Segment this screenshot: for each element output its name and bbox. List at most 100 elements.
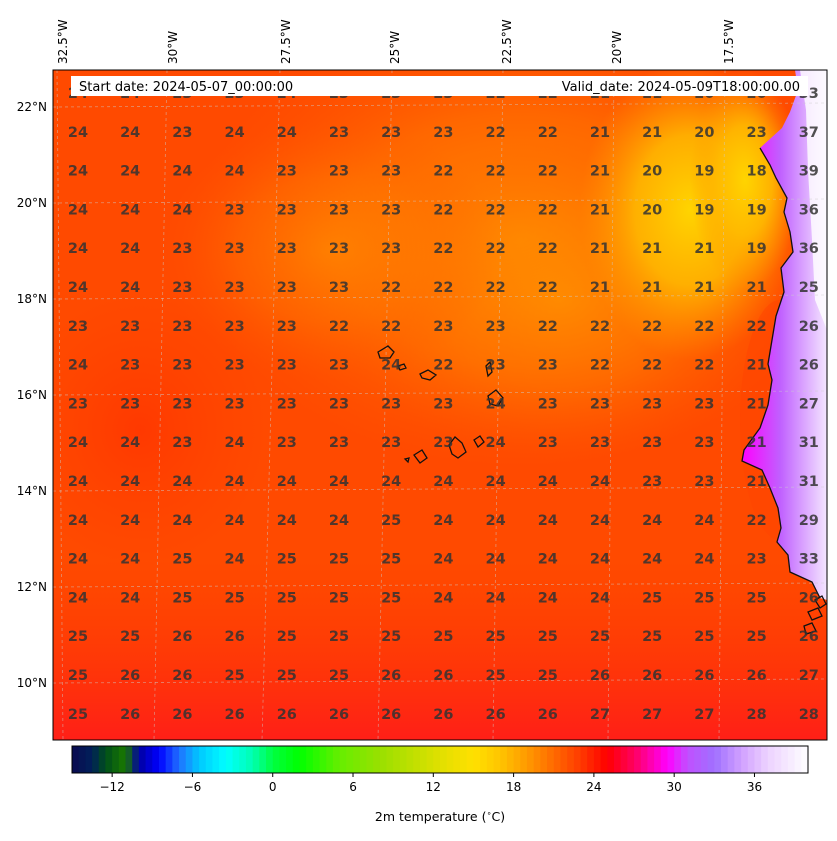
colorbar-segment [781, 746, 789, 773]
cell-value-label: 26 [799, 319, 819, 335]
cell-value-label: 26 [381, 707, 401, 723]
cell-value-label: 25 [590, 629, 610, 645]
colorbar-segment [225, 746, 234, 773]
cell-value-label: 31 [799, 474, 819, 490]
colorbar-segment [660, 746, 669, 773]
colorbar-segment [339, 746, 347, 773]
start-date-label: Start date: 2024-05-07_00:00:00 [79, 80, 293, 95]
colorbar-segment [332, 746, 341, 773]
cell-value-label: 22 [433, 241, 453, 257]
cell-value-label: 25 [486, 629, 506, 645]
colorbar-label-degree: ∘ [486, 809, 491, 818]
coastlines [377, 147, 827, 635]
colorbar-segment [620, 746, 628, 773]
lon-label-17-5w: 17.5°W [722, 19, 736, 64]
colorbar-segment [98, 746, 107, 773]
cell-value-label: 23 [590, 396, 610, 412]
cell-value-label: 24 [172, 164, 192, 180]
cell-value-label: 19 [747, 202, 767, 218]
cell-value-label: 23 [172, 358, 192, 374]
colorbar-segment [78, 746, 86, 773]
cell-value-label: 23 [694, 396, 714, 412]
colorbar-segment [520, 746, 528, 773]
valid-date-label: Valid_date: 2024-05-09T18:00:00.00 [562, 80, 800, 95]
cell-value-label: 20 [642, 202, 662, 218]
cell-value-label: 22 [433, 164, 453, 180]
cell-value-label: 25 [120, 629, 140, 645]
cell-value-label: 23 [68, 396, 88, 412]
cell-value-label: 24 [68, 241, 88, 257]
colorbar-segment [513, 746, 521, 773]
colorbar-segment [406, 746, 414, 773]
cell-value-label: 24 [68, 202, 88, 218]
colorbar-segment [433, 746, 441, 773]
lat-label-18n: 18°N [17, 292, 47, 306]
cell-value-label: 22 [329, 319, 349, 335]
colorbar-segment [105, 746, 113, 773]
colorbar-segment [353, 746, 361, 773]
colorbar-segment [359, 746, 367, 773]
colorbar-segment [727, 746, 735, 773]
cell-value-label: 22 [747, 319, 767, 335]
colorbar-segment [386, 746, 394, 773]
colorbar-segment [694, 746, 702, 773]
cell-value-label: 23 [277, 396, 297, 412]
colorbar-segment [533, 746, 541, 773]
cell-value-label: 24 [120, 125, 140, 141]
cell-value-label: 24 [538, 552, 558, 568]
colorbar-segment [667, 746, 675, 773]
cell-value-label: 21 [694, 241, 714, 257]
colorbar-tick-label: 0 [269, 780, 277, 794]
colorbar-tick-label: 36 [747, 780, 762, 794]
cell-value-label: 25 [68, 629, 88, 645]
cell-value-label: 24 [68, 164, 88, 180]
cell-value-label: 24 [694, 513, 714, 529]
colorbar-segment [426, 746, 434, 773]
colorbar-segment [239, 746, 247, 773]
colorbar-segment [112, 746, 120, 773]
cell-value-label: 36 [799, 202, 819, 218]
cell-value-label: 21 [642, 125, 662, 141]
cell-value-label: 25 [68, 668, 88, 684]
cell-value-label: 23 [329, 358, 349, 374]
cell-value-label: 23 [433, 435, 453, 451]
cell-value-label: 21 [747, 358, 767, 374]
cell-value-label: 21 [590, 202, 610, 218]
colorbar-segment [600, 746, 608, 773]
colorbar-segment [252, 746, 260, 773]
cell-value-label: 25 [68, 707, 88, 723]
cell-value-label: 22 [747, 513, 767, 529]
lon-label-22-5w: 22.5°W [500, 19, 514, 64]
cell-value-label: 23 [120, 358, 140, 374]
cell-value-label: 25 [381, 513, 401, 529]
cell-value-label: 22 [590, 358, 610, 374]
cell-value-label: 24 [590, 513, 610, 529]
cell-value-label: 23 [486, 358, 506, 374]
colorbar-segment [179, 746, 187, 773]
cell-value-label: 26 [172, 707, 192, 723]
cell-value-label: 24 [120, 552, 140, 568]
colorbar-segment [453, 746, 461, 773]
cell-value-label: 27 [642, 707, 662, 723]
cell-value-label: 23 [329, 202, 349, 218]
colorbar: −12 −6 0 6 12 18 24 30 36 2m temperature (∘C) [71, 745, 809, 824]
colorbar-segment [486, 746, 495, 773]
colorbar-segment [547, 746, 555, 773]
map-frame [52, 69, 828, 741]
cell-value-label: 24 [120, 513, 140, 529]
lat-label-10n: 10°N [17, 676, 47, 690]
colorbar-segment [721, 746, 729, 773]
cell-value-label: 22 [433, 358, 453, 374]
cell-value-label: 23 [642, 474, 662, 490]
colorbar-tick-label: 12 [426, 780, 441, 794]
colorbar-segment [185, 746, 194, 773]
colorbar-segment [292, 746, 301, 773]
cell-value-label: 23 [694, 474, 714, 490]
cell-value-label: 26 [642, 668, 662, 684]
cell-value-label: 24 [68, 590, 88, 606]
cell-value-label: 26 [694, 668, 714, 684]
cell-value-label: 26 [433, 707, 453, 723]
colorbar-tick-label: −6 [184, 780, 202, 794]
colorbar-segment [232, 746, 240, 773]
